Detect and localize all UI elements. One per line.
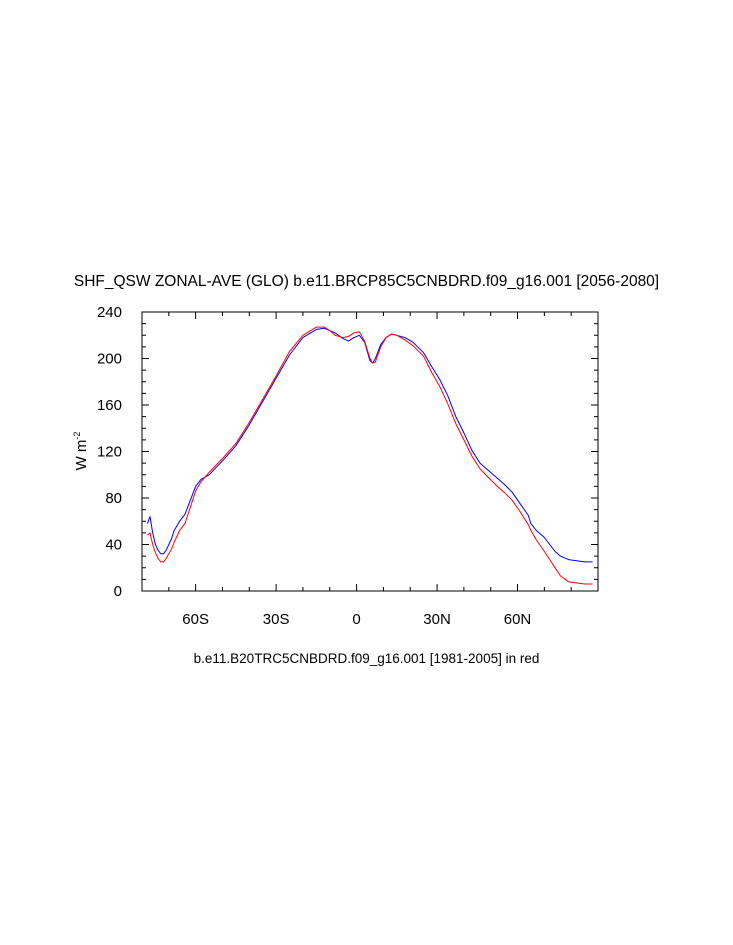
y-tick-label: 200 bbox=[97, 351, 122, 368]
y-axis-label-text: W m bbox=[73, 440, 90, 471]
x-tick-label: 60S bbox=[182, 611, 209, 628]
y-axis-label: W m-2 bbox=[72, 432, 90, 471]
blue-series-line bbox=[146, 327, 593, 563]
x-tick-labels: 60S 30S 0 30N 60N bbox=[182, 611, 531, 628]
y-tick-label: 80 bbox=[105, 490, 122, 507]
y-tick-labels: 0 40 80 120 160 200 240 bbox=[97, 304, 122, 600]
y-axis-label-superscript: -2 bbox=[72, 432, 82, 440]
red-series-line bbox=[147, 326, 593, 585]
chart-caption: b.e11.B20TRC5CNBDRD.f09_g16.001 [1981-20… bbox=[193, 651, 540, 666]
axis-ticks bbox=[142, 311, 598, 592]
series-lines bbox=[146, 326, 593, 585]
x-tick-label: 30S bbox=[263, 611, 290, 628]
y-tick-label: 240 bbox=[97, 304, 122, 321]
x-tick-label: 60N bbox=[504, 611, 532, 628]
y-tick-label: 0 bbox=[114, 583, 122, 600]
chart-title: SHF_QSW ZONAL-AVE (GLO) b.e11.BRCP85C5CN… bbox=[73, 273, 660, 290]
y-tick-label: 160 bbox=[97, 397, 122, 414]
x-tick-label: 0 bbox=[352, 611, 360, 628]
plot-frame bbox=[141, 311, 599, 592]
y-tick-label: 120 bbox=[97, 444, 122, 461]
y-tick-label: 40 bbox=[105, 537, 122, 554]
x-tick-label: 30N bbox=[423, 611, 451, 628]
